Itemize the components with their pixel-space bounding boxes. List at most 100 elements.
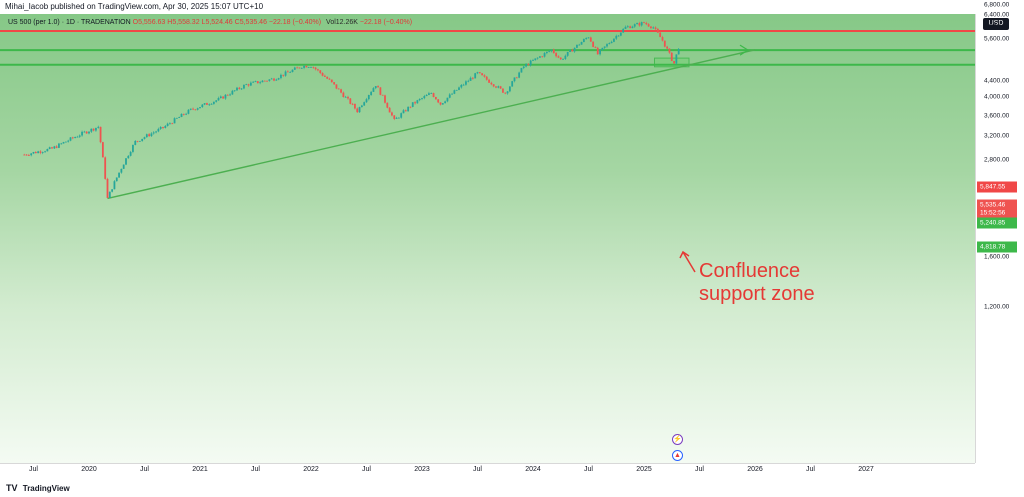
mid-support-price-badge: 5,240.85 xyxy=(977,217,1017,229)
candle-body-226 xyxy=(545,51,548,54)
ascending-trendline xyxy=(107,49,756,200)
candle-body-81 xyxy=(210,103,213,105)
candle-body-158 xyxy=(388,107,391,113)
candle-body-82 xyxy=(212,101,215,104)
price-chart-svg[interactable] xyxy=(0,14,975,463)
candle-body-93 xyxy=(238,87,241,89)
symbol-title: US 500 (per 1.0) · 1D · TRADENATION xyxy=(8,19,131,26)
candle-body-59 xyxy=(159,126,162,129)
candle-body-30 xyxy=(92,128,95,131)
candle-body-227 xyxy=(548,51,551,52)
candle-body-28 xyxy=(88,131,90,134)
candle-body-96 xyxy=(245,84,248,86)
candle-body-236 xyxy=(569,49,571,52)
candle-body-230 xyxy=(555,53,558,57)
candle-body-256 xyxy=(615,35,618,39)
candle-body-140 xyxy=(347,96,349,99)
price-tick-7: 5,600.00 xyxy=(984,35,1010,43)
candle-body-68 xyxy=(180,113,183,118)
candle-body-106 xyxy=(268,79,271,81)
candle-body-186 xyxy=(453,90,456,94)
annotation-pointer-head xyxy=(679,250,690,259)
candle-body-218 xyxy=(527,64,530,66)
annotation-pointer xyxy=(682,251,696,273)
time-tick-10: Jul xyxy=(584,466,593,473)
time-tick-5: 2022 xyxy=(303,466,319,473)
candle-body-114 xyxy=(286,71,289,73)
time-tick-12: Jul xyxy=(695,466,704,473)
candle-body-32 xyxy=(97,126,100,128)
candle-body-115 xyxy=(289,72,292,73)
candle-body-21 xyxy=(71,137,74,139)
candle-body-99 xyxy=(252,81,255,83)
candle-body-69 xyxy=(182,113,185,115)
candle-body-281 xyxy=(673,60,675,64)
candle-body-166 xyxy=(407,106,410,112)
candle-body-36 xyxy=(106,178,109,198)
candle-body-139 xyxy=(344,96,347,98)
candle-body-185 xyxy=(451,93,453,95)
candle-body-135 xyxy=(335,84,338,89)
candle-body-201 xyxy=(488,79,490,83)
candle-body-17 xyxy=(62,142,65,144)
candle-body-77 xyxy=(201,104,204,108)
candle-body-242 xyxy=(582,39,585,43)
candle-body-91 xyxy=(233,90,236,92)
candle-body-235 xyxy=(566,51,569,56)
candle-body-177 xyxy=(432,93,435,98)
price-axis[interactable] xyxy=(975,14,1024,463)
candle-body-193 xyxy=(469,77,472,81)
candle-body-283 xyxy=(677,48,680,55)
currency-badge[interactable]: USD xyxy=(983,18,1009,30)
projection-arrow-head xyxy=(739,44,750,56)
time-axis[interactable] xyxy=(0,463,975,479)
candle-body-116 xyxy=(291,69,294,73)
time-tick-13: 2026 xyxy=(747,466,763,473)
candle-body-178 xyxy=(434,97,437,100)
price-tick-12: 2,800.00 xyxy=(984,156,1010,164)
candle-body-89 xyxy=(229,94,231,96)
candle-body-113 xyxy=(284,71,287,76)
volume-value: Vol12.26K xyxy=(326,19,358,26)
candle-body-244 xyxy=(587,37,590,39)
chart-plot-area[interactable]: US 500 (per 1.0) · 1D · TRADENATION O5,5… xyxy=(0,14,975,463)
candle-body-191 xyxy=(465,81,467,85)
candle-body-174 xyxy=(425,94,428,97)
candle-body-209 xyxy=(506,91,509,94)
candle-body-122 xyxy=(305,65,308,68)
candle-body-100 xyxy=(254,81,257,82)
candle-body-245 xyxy=(589,37,592,42)
candle-body-273 xyxy=(654,27,657,29)
flag-icon[interactable]: ▲ xyxy=(672,450,683,461)
candle-body-129 xyxy=(321,73,324,76)
bar-countdown-badge: 15:52:56 xyxy=(977,207,1017,219)
candle-body-61 xyxy=(164,125,167,128)
candle-body-47 xyxy=(132,144,134,152)
time-tick-6: Jul xyxy=(362,466,371,473)
candle-body-187 xyxy=(455,89,458,91)
tradingview-footer[interactable]: TV TradingView xyxy=(6,483,70,493)
time-tick-4: Jul xyxy=(251,466,260,473)
candle-body-43 xyxy=(122,164,125,169)
candle-body-184 xyxy=(448,94,451,98)
candle-body-258 xyxy=(619,32,622,36)
candle-body-234 xyxy=(564,55,567,59)
candle-body-10 xyxy=(46,148,49,152)
candle-body-263 xyxy=(631,26,634,29)
candle-body-224 xyxy=(541,56,544,58)
last-price-badge: 5,535.46 xyxy=(977,199,1017,211)
candle-body-237 xyxy=(571,49,574,52)
time-tick-0: Jul xyxy=(29,466,38,473)
candle-body-270 xyxy=(647,24,650,27)
candle-body-148 xyxy=(365,99,368,103)
price-tick-15: 1,600.00 xyxy=(984,253,1010,261)
candle-body-214 xyxy=(518,72,521,78)
candle-body-255 xyxy=(613,38,615,42)
lightning-icon[interactable]: ⚡ xyxy=(672,434,683,445)
candle-body-151 xyxy=(372,88,375,92)
candle-body-275 xyxy=(659,32,662,38)
candle-body-150 xyxy=(370,91,373,96)
candle-body-141 xyxy=(349,98,352,104)
candle-body-272 xyxy=(652,27,655,29)
candle-body-261 xyxy=(626,26,629,28)
